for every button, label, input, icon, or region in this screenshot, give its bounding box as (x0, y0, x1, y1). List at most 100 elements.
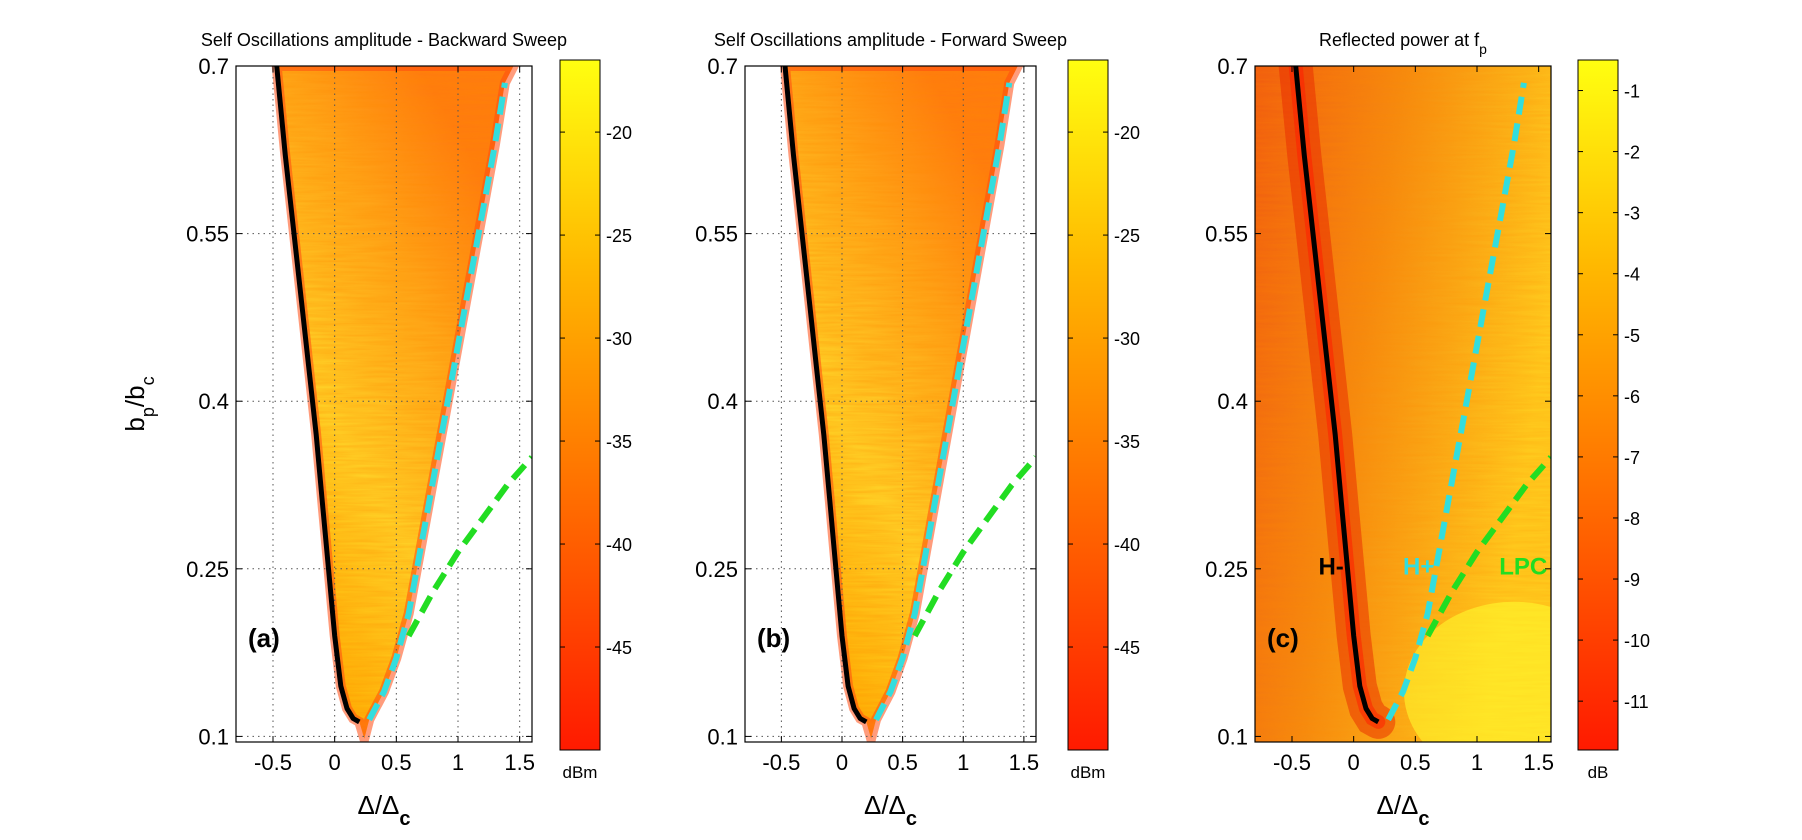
y-tick-label: 0.7 (1217, 54, 1248, 79)
x-tick-label: -0.5 (1273, 750, 1311, 775)
colorbar-tick-label: -25 (606, 226, 632, 246)
x-tick-label: 0.5 (381, 750, 412, 775)
y-tick-label: 0.55 (1205, 222, 1248, 247)
panel-b: -0.5 0 0.5 1 1.5 0.1 0.25 0.4 0.55 0.7 Self Oscill… (695, 30, 1140, 830)
x-tick-label: 1.5 (1523, 750, 1554, 775)
plot-area (1255, 66, 1551, 742)
y-tick-label: 0.4 (707, 389, 738, 414)
colorbar-tick-label: -6 (1624, 387, 1640, 407)
y-tick-label: 0.7 (707, 54, 738, 79)
series-hplus-line (366, 82, 508, 722)
y-axis-label-mid: /b (120, 385, 150, 407)
axes-frame (1254, 65, 1552, 743)
y-tick-label: 0.25 (186, 557, 229, 582)
y-axis-label-subscript: c (138, 376, 158, 385)
x-axis-label-subscript: c (906, 808, 917, 830)
colorbar (1577, 59, 1619, 751)
colorbar-tick-label: -20 (1114, 123, 1140, 143)
x-tick-label: -0.5 (762, 750, 800, 775)
colorbar-tick-label: -30 (606, 329, 632, 349)
x-tick-label: 0 (836, 750, 848, 775)
colorbar-tick-label: -35 (606, 432, 632, 452)
plot-area (236, 66, 532, 742)
series-hminus-line (1293, 66, 1380, 725)
curve-label-lpc: LPC (1499, 553, 1547, 580)
series-hminus-line (782, 66, 868, 725)
chart-title: Self Oscillations amplitude - Forward Sw… (714, 30, 1067, 50)
y-tick-label: 0.25 (695, 557, 738, 582)
y-tick-label: 0.55 (186, 222, 229, 247)
y-tick-label: 0.4 (1217, 389, 1248, 414)
plot-area (745, 66, 1036, 742)
colorbar-tick-label: -3 (1624, 204, 1640, 224)
colorbar-unit: dB (1588, 763, 1609, 782)
series-lpc-line (912, 455, 1036, 638)
axes-frame (744, 65, 1037, 743)
colorbar-tick-label: -45 (606, 638, 632, 658)
colorbar-tick-label: -25 (1114, 226, 1140, 246)
colorbar-unit: dBm (1071, 763, 1106, 782)
x-tick-label: 0.5 (887, 750, 918, 775)
y-tick-label: 0.1 (1217, 724, 1248, 749)
x-axis-label-main: Δ/Δ (864, 790, 906, 820)
colorbar-tick-label: -11 (1624, 692, 1649, 712)
panel-label: (a) (248, 623, 280, 653)
x-tick-label: 1 (452, 750, 464, 775)
axes-frame (235, 65, 533, 743)
x-tick-label: 1 (957, 750, 969, 775)
colorbar-unit: dBm (563, 763, 598, 782)
series-lpc-line (406, 455, 532, 638)
y-tick-label: 0.4 (198, 389, 229, 414)
colorbar-tick-label: -9 (1624, 570, 1640, 590)
y-tick-label: 0.25 (1205, 557, 1248, 582)
y-tick-label: 0.1 (198, 724, 229, 749)
colorbar-tick-label: -40 (1114, 535, 1140, 555)
x-axis-label: Δ/Δc (864, 790, 917, 830)
chart-title: Reflected power at fp (1319, 30, 1487, 57)
title-subscript: p (1479, 41, 1487, 57)
title-main: Reflected power at f (1319, 30, 1480, 50)
x-axis-label: Δ/Δc (1376, 790, 1429, 830)
x-axis-label-main: Δ/Δ (357, 790, 399, 820)
curve-label-hminus: H- (1318, 553, 1343, 580)
x-tick-label: 0 (1348, 750, 1360, 775)
colorbar (559, 59, 601, 751)
colorbar-tick-label: -35 (1114, 432, 1140, 452)
series-hplus-line (873, 82, 1013, 722)
colorbar-tick-label: -4 (1624, 265, 1640, 285)
colorbar (1067, 59, 1109, 751)
chart-title: Self Oscillations amplitude - Backward S… (201, 30, 567, 50)
colorbar-tick-label: -1 (1624, 82, 1640, 102)
colorbar-tick-label: -40 (606, 535, 632, 555)
colorbar-tick-label: -20 (606, 123, 632, 143)
panel-a: -0.5 0 0.5 1 1.5 0.1 0.25 0.4 0.55 0.7 Self Oscill… (120, 30, 632, 830)
y-tick-label: 0.7 (198, 54, 229, 79)
oscillation-texture (276, 66, 514, 739)
colorbar-tick-label: -10 (1624, 631, 1650, 651)
colorbar-tick-label: -7 (1624, 448, 1640, 468)
panel-label: (c) (1267, 623, 1299, 653)
panel-label: (b) (757, 623, 790, 653)
colorbar-tick-label: -2 (1624, 143, 1640, 163)
x-tick-label: 1 (1471, 750, 1483, 775)
x-tick-label: -0.5 (254, 750, 292, 775)
colorbar-tick-label: -30 (1114, 329, 1140, 349)
colorbar-tick-label: -8 (1624, 509, 1640, 529)
x-tick-label: 1.5 (504, 750, 535, 775)
series-hplus-line (1385, 82, 1527, 722)
oscillation-texture (785, 66, 1018, 739)
x-axis-label-subscript: c (399, 808, 410, 830)
y-axis-label-subscript: p (138, 407, 158, 417)
x-tick-label: 0.5 (1400, 750, 1431, 775)
colorbar-tick-label: -5 (1624, 326, 1640, 346)
y-axis-label-main: b (120, 417, 150, 431)
series-hminus-line (274, 66, 361, 725)
x-axis-label: Δ/Δc (357, 790, 410, 830)
y-axis-label: bp/bc (120, 376, 158, 431)
x-tick-label: 1.5 (1009, 750, 1040, 775)
x-axis-label-main: Δ/Δ (1376, 790, 1418, 820)
series-lpc-line (1425, 455, 1551, 638)
bright-region (1404, 601, 1551, 742)
x-axis-label-subscript: c (1418, 808, 1429, 830)
